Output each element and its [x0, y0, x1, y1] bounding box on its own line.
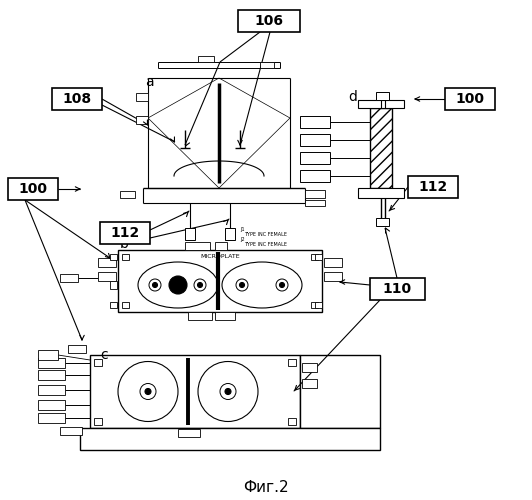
Bar	[94, 359, 102, 366]
Bar	[288, 359, 296, 366]
Bar	[445, 88, 495, 110]
Text: J1: J1	[240, 228, 245, 232]
Bar	[198, 56, 214, 62]
Bar	[110, 302, 117, 308]
Bar	[52, 88, 102, 110]
Bar	[110, 281, 117, 289]
Text: TYPE INC FEMALE: TYPE INC FEMALE	[244, 242, 287, 246]
Bar	[376, 218, 389, 226]
Circle shape	[198, 362, 258, 422]
Bar	[178, 429, 200, 437]
Bar	[324, 258, 342, 267]
Bar	[136, 116, 148, 124]
Bar	[8, 178, 58, 200]
Circle shape	[276, 279, 288, 291]
Bar	[305, 190, 325, 198]
Bar	[94, 418, 102, 425]
Text: 112: 112	[110, 226, 139, 240]
Bar	[98, 258, 116, 267]
Text: c: c	[100, 348, 107, 362]
Bar	[38, 350, 58, 360]
Circle shape	[220, 384, 236, 400]
Text: J2: J2	[240, 238, 245, 242]
Circle shape	[194, 279, 206, 291]
Bar	[122, 254, 129, 260]
Bar	[188, 312, 212, 320]
Bar	[100, 222, 150, 244]
Text: 108: 108	[62, 92, 92, 106]
Bar	[376, 92, 389, 100]
Text: b: b	[120, 237, 129, 251]
Text: 112: 112	[418, 180, 447, 194]
Bar	[300, 355, 380, 428]
Circle shape	[118, 362, 178, 422]
Bar	[300, 152, 330, 164]
Circle shape	[145, 388, 151, 394]
Ellipse shape	[222, 262, 302, 308]
Bar	[38, 413, 65, 423]
Bar	[370, 108, 392, 188]
Ellipse shape	[138, 262, 218, 308]
Bar	[38, 358, 65, 368]
Bar	[98, 272, 116, 281]
Circle shape	[279, 282, 285, 288]
Bar	[215, 242, 227, 250]
Bar	[38, 370, 65, 380]
Bar	[311, 302, 318, 308]
Text: a: a	[145, 75, 154, 89]
Circle shape	[140, 384, 156, 400]
Text: Фиг.2: Фиг.2	[243, 480, 289, 496]
Bar	[311, 254, 318, 260]
Bar	[315, 302, 322, 308]
Bar	[260, 62, 274, 68]
Circle shape	[197, 282, 203, 288]
Bar	[302, 363, 317, 372]
Circle shape	[239, 282, 245, 288]
Bar	[238, 10, 300, 32]
Bar	[136, 93, 148, 101]
Bar	[315, 254, 322, 260]
Bar	[185, 242, 210, 250]
Bar	[60, 427, 82, 435]
Circle shape	[169, 276, 187, 294]
Bar	[300, 116, 330, 128]
Bar	[120, 191, 135, 198]
Bar	[68, 345, 86, 353]
Bar	[185, 228, 195, 240]
Bar	[300, 170, 330, 182]
Circle shape	[236, 279, 248, 291]
Bar	[358, 188, 404, 198]
Circle shape	[153, 282, 157, 288]
Text: 100: 100	[19, 182, 47, 196]
Bar	[324, 272, 342, 281]
Text: 100: 100	[455, 92, 485, 106]
Text: d: d	[348, 90, 357, 104]
Bar	[60, 274, 78, 282]
Text: 110: 110	[383, 282, 412, 296]
Bar	[215, 312, 235, 320]
Text: 106: 106	[254, 14, 284, 28]
Bar	[305, 200, 325, 206]
Bar	[122, 302, 129, 308]
Bar	[80, 428, 380, 450]
Bar	[38, 385, 65, 395]
Circle shape	[225, 388, 231, 394]
Text: TYPE INC FEMALE: TYPE INC FEMALE	[244, 232, 287, 236]
Text: MICROPLATE: MICROPLATE	[200, 254, 240, 258]
Bar	[110, 254, 117, 260]
Bar	[118, 250, 322, 312]
Bar	[408, 176, 458, 198]
Circle shape	[149, 279, 161, 291]
Bar	[370, 278, 425, 300]
Bar	[90, 355, 300, 428]
Bar	[225, 228, 235, 240]
Bar	[300, 134, 330, 146]
Bar	[288, 418, 296, 425]
Bar	[358, 100, 404, 108]
Bar	[38, 400, 65, 410]
Bar	[302, 379, 317, 388]
